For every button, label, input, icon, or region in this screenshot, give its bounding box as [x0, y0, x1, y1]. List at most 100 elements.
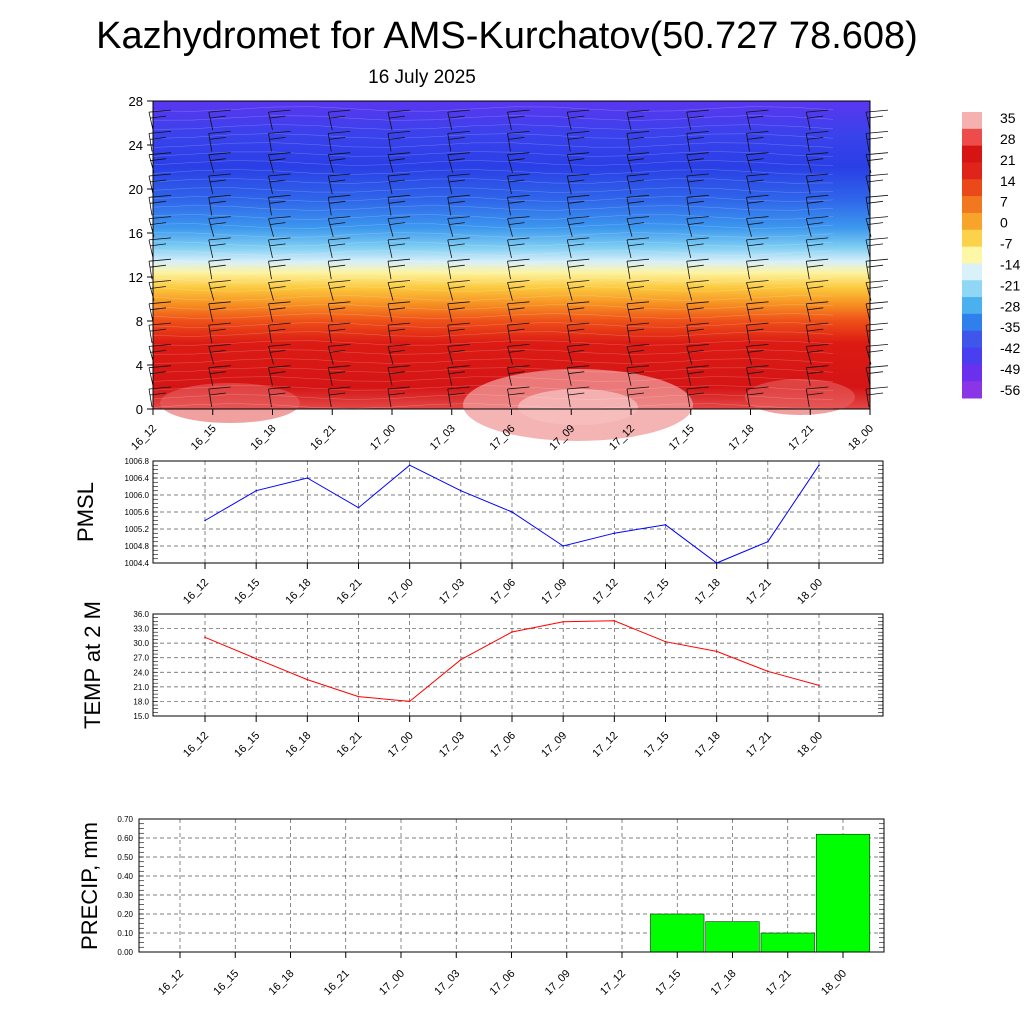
- wind-barb: [447, 388, 452, 408]
- wind-barb: [567, 386, 590, 390]
- wind-barb: [268, 303, 273, 322]
- wind-barb: [568, 307, 585, 311]
- wind-barb: [268, 175, 273, 195]
- wind-barb: [805, 154, 812, 173]
- wind-barb: [746, 365, 769, 369]
- y-tick-label: 1004.4: [125, 559, 150, 568]
- wind-barb: [447, 173, 470, 177]
- wind-barb: [627, 350, 645, 353]
- colorbar-box: [962, 212, 982, 231]
- wind-barb: [447, 280, 470, 283]
- wind-barb: [746, 175, 751, 195]
- wind-barb: [388, 222, 406, 225]
- wind-barb: [447, 365, 470, 369]
- wind-barb: [805, 325, 810, 344]
- wind-barb: [208, 173, 231, 177]
- wind-barb: [627, 328, 645, 332]
- wind-barb: [208, 194, 231, 198]
- wind-barb: [447, 346, 454, 365]
- wind-barb: [208, 322, 231, 326]
- colorbar-box: [962, 347, 982, 365]
- x-tick-label: 17_15: [653, 968, 683, 998]
- x-tick-label: 17_18: [727, 423, 757, 453]
- wind-barb: [746, 154, 752, 173]
- wind-barb: [568, 158, 585, 162]
- wind-barb: [208, 367, 214, 386]
- wind-barb: [507, 386, 530, 390]
- wind-barb: [268, 131, 291, 134]
- wind-barb: [865, 303, 871, 322]
- x-tick-label: 17_06: [488, 968, 518, 998]
- wind-barb: [387, 218, 394, 237]
- wind-barb: [687, 392, 704, 396]
- wind-barb: [686, 388, 691, 408]
- y-tick-label: 18.0: [133, 697, 149, 706]
- wind-barb: [268, 237, 291, 241]
- wind-barb: [268, 388, 272, 408]
- wind-barb: [507, 261, 511, 280]
- wind-barb: [448, 137, 465, 140]
- wind-barb: [807, 137, 824, 140]
- data-point: [715, 650, 718, 653]
- wind-barb: [268, 346, 274, 365]
- wind-barb: [328, 237, 351, 241]
- wind-barb: [805, 303, 811, 322]
- data-point: [408, 464, 411, 467]
- wind-barb: [329, 243, 346, 247]
- wind-barb: [209, 328, 226, 332]
- wind-barb: [626, 239, 632, 258]
- wind-barb: [626, 301, 650, 305]
- wind-barb: [448, 243, 465, 247]
- wind-barb: [447, 301, 470, 305]
- contour-line: [152, 358, 834, 364]
- wind-barb: [806, 322, 829, 326]
- x-tick-label: 17_06: [488, 577, 518, 607]
- y-tick-label: 0.60: [117, 834, 133, 843]
- wind-barb: [269, 179, 286, 183]
- data-point: [204, 519, 206, 522]
- wind-barb: [687, 200, 704, 204]
- wind-barb: [508, 371, 525, 375]
- wind-barb: [627, 286, 645, 289]
- wind-barb: [447, 258, 470, 262]
- wind-barb: [268, 239, 273, 258]
- wind-barb: [329, 222, 346, 225]
- wind-barb: [686, 346, 693, 365]
- wind-barb: [447, 322, 470, 326]
- colorbar-box: [962, 313, 982, 332]
- y-tick-label: 1004.8: [125, 542, 150, 551]
- wind-barb: [567, 173, 590, 177]
- data-point: [460, 489, 462, 492]
- wind-barb: [806, 131, 829, 134]
- wind-barb: [687, 115, 704, 119]
- wind-barb: [268, 344, 291, 347]
- contour-line: [152, 124, 834, 130]
- wind-barb: [567, 301, 590, 305]
- colorbar-label: 35: [1000, 110, 1016, 126]
- y-tick-label: 20: [129, 182, 143, 197]
- wind-barb: [447, 237, 470, 241]
- wind-barb: [746, 194, 769, 198]
- wind-barb: [627, 115, 645, 119]
- wind-barb: [807, 179, 824, 183]
- y-axis-label: PRECIP, mm: [77, 822, 102, 950]
- wind-barb: [329, 307, 346, 311]
- wind-barb: [387, 346, 394, 365]
- y-tick-label: 21.0: [133, 683, 149, 692]
- series-line: [204, 620, 820, 702]
- x-tick-label: 16_21: [335, 577, 365, 607]
- x-tick-label: 17_00: [386, 730, 416, 760]
- wind-barb: [329, 179, 346, 183]
- wind-barb: [448, 392, 465, 396]
- pmsl-panel: 1004.4 1004.8 1005.2 1005.6 1006.0 1006.4 1006…: [73, 457, 884, 607]
- colorbar-label: 14: [1000, 173, 1016, 189]
- wind-barb: [567, 152, 590, 156]
- y-tick-label: 1006.8: [125, 457, 150, 466]
- wind-barb: [209, 200, 226, 204]
- y-axis-label: PMSL: [73, 482, 98, 542]
- contour-line: [152, 232, 834, 238]
- wind-barb: [626, 386, 650, 390]
- wind-barb: [747, 179, 764, 183]
- wind-barb: [626, 280, 650, 283]
